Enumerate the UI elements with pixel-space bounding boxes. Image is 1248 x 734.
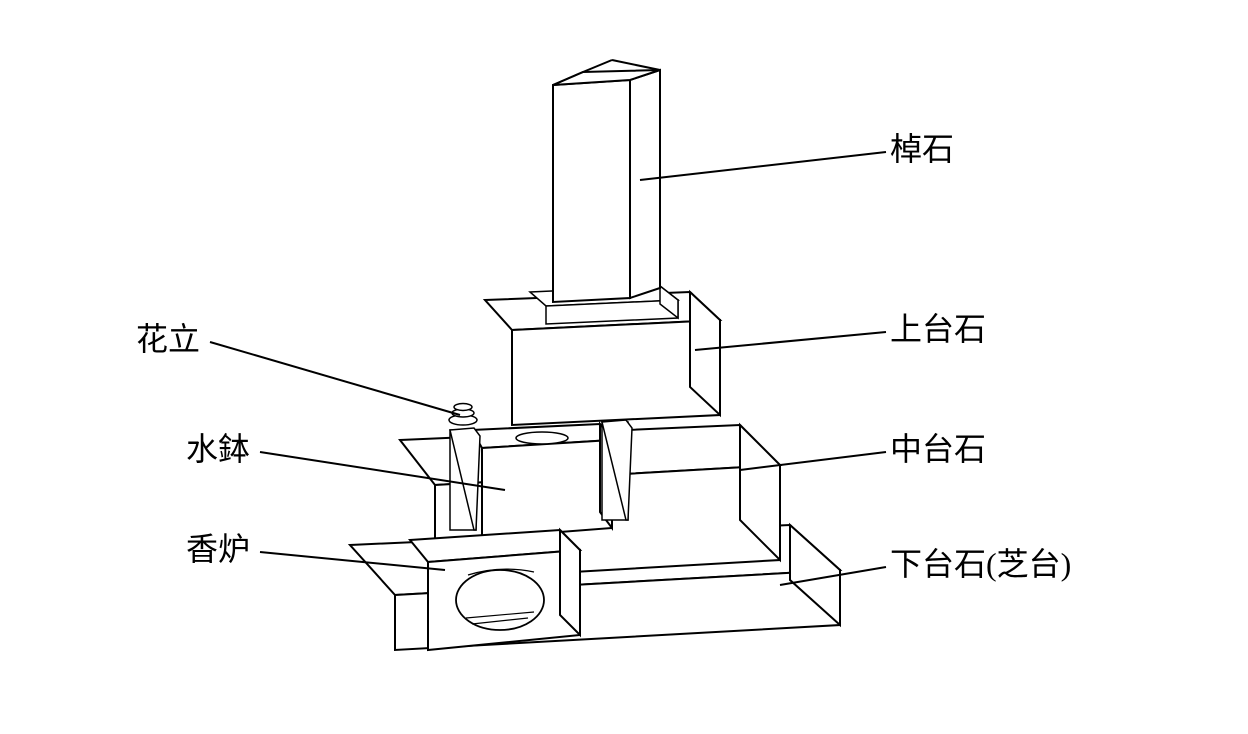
label-shimodai: 下台石(芝台)	[890, 546, 1071, 582]
saoishi-shape	[553, 60, 660, 302]
leader-hanatate	[210, 342, 460, 415]
leader-jodaiishi	[695, 332, 886, 350]
mizubachi-shape	[472, 424, 612, 538]
label-hanatate: 花立	[136, 321, 200, 357]
label-saoishi: 棹石	[890, 131, 954, 167]
leader-saoishi	[640, 152, 886, 180]
gravestone-diagram: 棹石 上台石 中台石 下台石(芝台) 花立 水鉢 香炉	[0, 0, 1248, 734]
label-mizubachi: 水鉢	[186, 431, 250, 467]
label-chudaiishi: 中台石	[890, 431, 986, 467]
label-jodaiishi: 上台石	[890, 311, 986, 347]
hanatate-left-shape	[449, 404, 480, 531]
label-kouro: 香炉	[186, 531, 250, 567]
kouro-shape	[410, 530, 580, 650]
